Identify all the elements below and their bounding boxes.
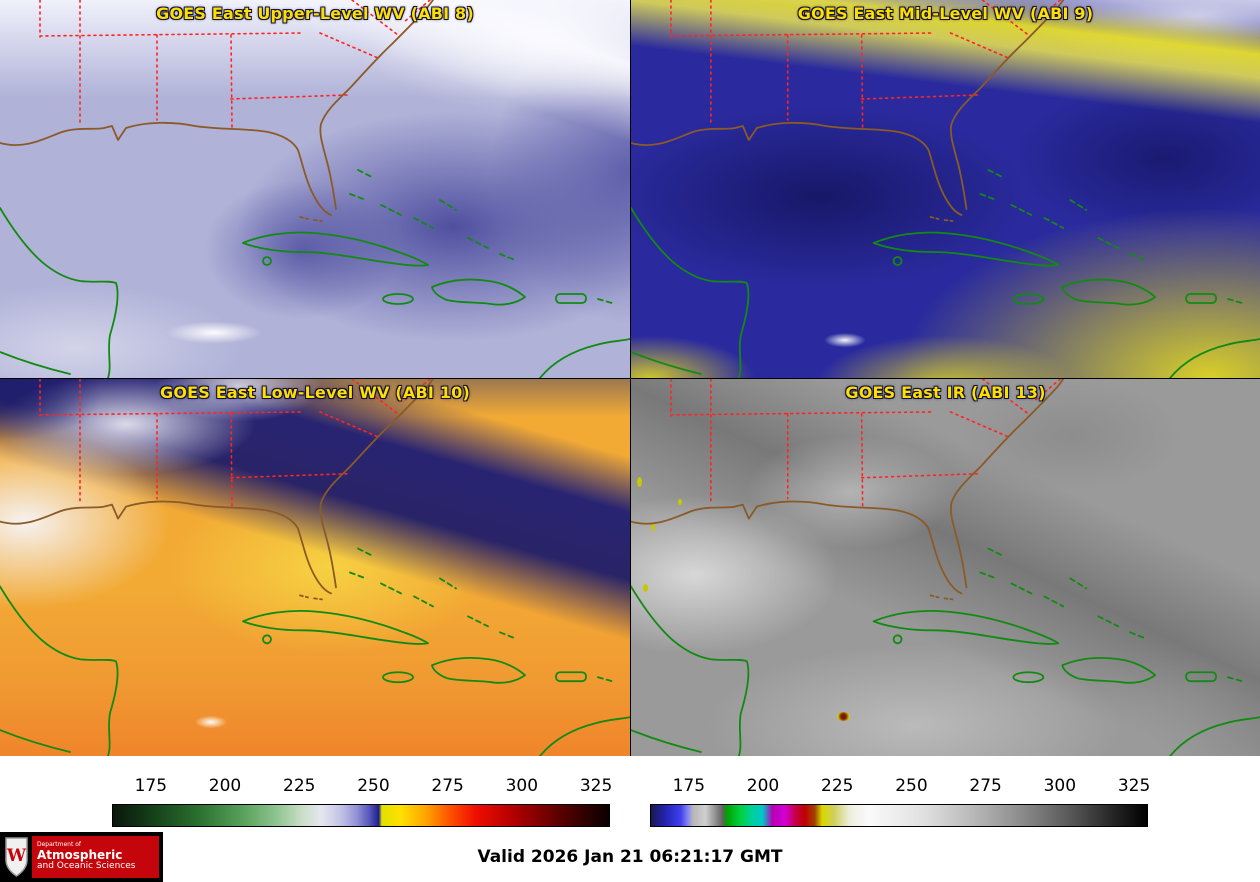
us-coastline-overlay: [631, 0, 1065, 222]
us-coastline-overlay: [0, 0, 434, 222]
map-overlay-low-wv: [0, 379, 630, 756]
panel-title-ir: GOES East IR (ABI 13): [845, 383, 1046, 402]
panel-title-upper-wv: GOES East Upper-Level WV (ABI 8): [156, 4, 474, 23]
ir-cold-speck: [637, 477, 642, 487]
panel-title-low-wv: GOES East Low-Level WV (ABI 10): [159, 383, 470, 402]
ir-cold-speck: [678, 499, 682, 505]
map-overlay-mid-wv: [631, 0, 1260, 378]
uw-aos-logo: W Department of Atmospheric and Oceanic …: [0, 832, 163, 882]
valid-timestamp: Valid 2026 Jan 21 06:21:17 GMT: [477, 847, 783, 867]
panel-low-level-wv: GOES East Low-Level WV (ABI 10): [0, 378, 630, 756]
uw-crest-icon: W: [5, 837, 28, 877]
wv-colorbar-tick-row: 175 200 225 250 275 300 325: [112, 776, 613, 798]
wv-colorbar-group: 175 200 225 250 275 300 325: [0, 756, 630, 832]
ir-cold-speck: [643, 584, 648, 592]
colorbar-tick-label: 300: [1043, 776, 1077, 796]
ir-colorbar-group: 175 200 225 250 275 300 325: [630, 756, 1260, 832]
panel-mid-level-wv: GOES East Mid-Level WV (ABI 9): [630, 0, 1260, 378]
colorbar-tick-label: 250: [895, 776, 928, 796]
dept-line-3: and Oceanic Sciences: [37, 860, 136, 871]
colorbar-tick-label: 325: [1117, 776, 1151, 796]
state-borders-overlay: [39, 0, 431, 128]
panel-ir: GOES East IR (ABI 13): [630, 378, 1260, 756]
colorbar-tick-label: 225: [283, 776, 316, 796]
map-overlay-ir: [631, 379, 1260, 756]
international-coastline-overlay: [0, 169, 630, 378]
us-coastline-overlay: [631, 379, 1065, 601]
dept-line-1: Department of: [37, 841, 81, 849]
international-coastline-overlay: [631, 169, 1260, 378]
international-coastline-overlay: [631, 547, 1260, 756]
colorbar-tick-label: 200: [746, 776, 780, 796]
satellite-image-grid: GOES East Upper-Level WV (ABI 8): [0, 0, 1260, 756]
colorbar-tick-label: 275: [431, 776, 464, 796]
wv-colorbar: [112, 804, 610, 827]
colorbar-tick-label: 175: [672, 776, 706, 796]
dept-line-2: Atmospheric: [37, 847, 123, 862]
footer: W Department of Atmospheric and Oceanic …: [0, 832, 1260, 882]
ir-cold-speck: [651, 524, 655, 531]
ir-colorbar-tick-row: 175 200 225 250 275 300 325: [650, 776, 1151, 798]
state-borders-overlay: [39, 379, 431, 507]
colorbar-tick-label: 325: [579, 776, 613, 796]
ir-colorbar: [650, 804, 1148, 827]
colorbar-tick-label: 275: [969, 776, 1002, 796]
colorbar-strip: 175 200 225 250 275 300 325 175 200 225 250 275 300…: [0, 756, 1260, 832]
map-overlay-upper-wv: [0, 0, 630, 378]
colorbar-tick-label: 300: [505, 776, 539, 796]
international-coastline-overlay: [0, 547, 630, 756]
colorbar-tick-label: 200: [208, 776, 242, 796]
crest-letter: W: [6, 846, 27, 866]
colorbar-tick-label: 225: [821, 776, 854, 796]
convective-cell-marker: [837, 712, 850, 721]
colorbar-tick-label: 250: [357, 776, 390, 796]
state-borders-overlay: [670, 0, 1062, 128]
panel-title-mid-wv: GOES East Mid-Level WV (ABI 9): [797, 4, 1094, 23]
us-coastline-overlay: [0, 379, 434, 601]
colorbar-tick-label: 175: [134, 776, 168, 796]
state-borders-overlay: [670, 379, 1062, 507]
panel-upper-level-wv: GOES East Upper-Level WV (ABI 8): [0, 0, 630, 378]
department-name-box: Department of Atmospheric and Oceanic Sc…: [32, 836, 159, 878]
